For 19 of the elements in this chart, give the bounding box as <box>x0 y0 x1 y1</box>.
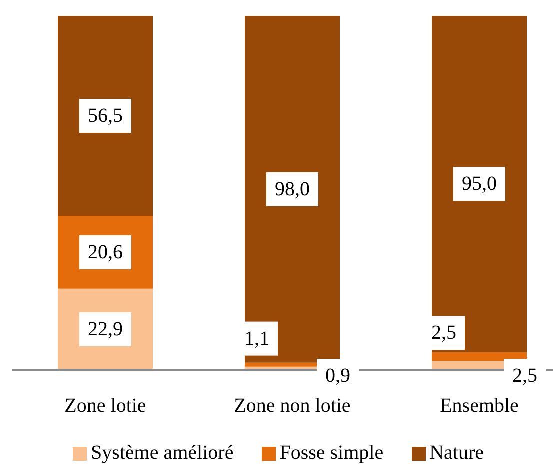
data-label: 98,0 <box>275 178 310 200</box>
x-tick-label: Zone lotie <box>64 395 146 418</box>
bar <box>432 16 527 352</box>
legend-label: Système amélioré <box>90 442 234 464</box>
data-label: 0,9 <box>326 365 350 387</box>
data-label: 1,1 <box>244 328 270 350</box>
data-label: 56,5 <box>88 105 123 128</box>
x-tick-label: Zone non lotie <box>234 395 351 418</box>
data-label: 20,6 <box>88 241 123 264</box>
legend-label: Fosse simple <box>280 442 384 464</box>
x-tick-label: Ensemble <box>440 395 520 418</box>
bar <box>58 16 153 216</box>
data-label: 22,9 <box>88 318 123 340</box>
data-label: 95,0 <box>462 173 497 196</box>
data-label: 2,5 <box>432 322 456 344</box>
bar <box>432 352 527 362</box>
data-label: 2,5 <box>512 365 538 387</box>
legend-label: Nature <box>430 442 484 464</box>
bar <box>245 16 340 363</box>
